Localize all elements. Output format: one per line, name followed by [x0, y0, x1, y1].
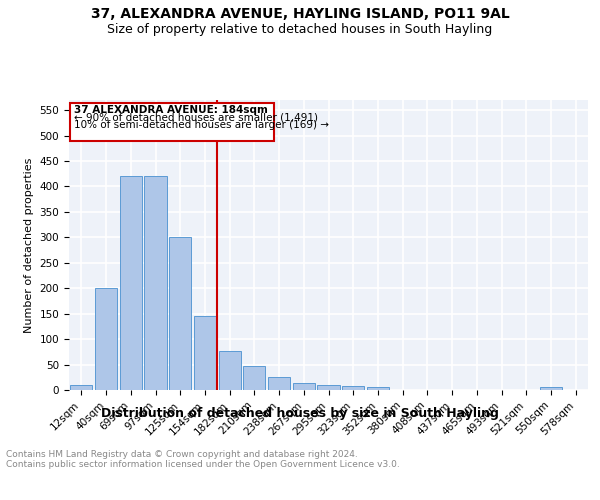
Text: Distribution of detached houses by size in South Hayling: Distribution of detached houses by size … — [101, 408, 499, 420]
Bar — [169, 238, 191, 390]
Text: ← 90% of detached houses are smaller (1,491): ← 90% of detached houses are smaller (1,… — [74, 112, 318, 122]
Text: 10% of semi-detached houses are larger (169) →: 10% of semi-detached houses are larger (… — [74, 120, 329, 130]
Text: Contains HM Land Registry data © Crown copyright and database right 2024.
Contai: Contains HM Land Registry data © Crown c… — [6, 450, 400, 469]
Bar — [243, 366, 265, 390]
Bar — [540, 388, 562, 390]
Y-axis label: Number of detached properties: Number of detached properties — [24, 158, 34, 332]
Text: Size of property relative to detached houses in South Hayling: Size of property relative to detached ho… — [107, 22, 493, 36]
Bar — [293, 384, 315, 390]
Bar — [268, 378, 290, 390]
Bar — [317, 385, 340, 390]
Bar — [367, 387, 389, 390]
Bar — [218, 351, 241, 390]
Text: 37 ALEXANDRA AVENUE: 184sqm: 37 ALEXANDRA AVENUE: 184sqm — [74, 104, 268, 115]
Bar — [342, 386, 364, 390]
Bar — [119, 176, 142, 390]
Text: 37, ALEXANDRA AVENUE, HAYLING ISLAND, PO11 9AL: 37, ALEXANDRA AVENUE, HAYLING ISLAND, PO… — [91, 8, 509, 22]
Bar — [70, 385, 92, 390]
Bar — [145, 176, 167, 390]
Bar — [95, 288, 117, 390]
Bar — [194, 316, 216, 390]
FancyBboxPatch shape — [70, 102, 274, 141]
